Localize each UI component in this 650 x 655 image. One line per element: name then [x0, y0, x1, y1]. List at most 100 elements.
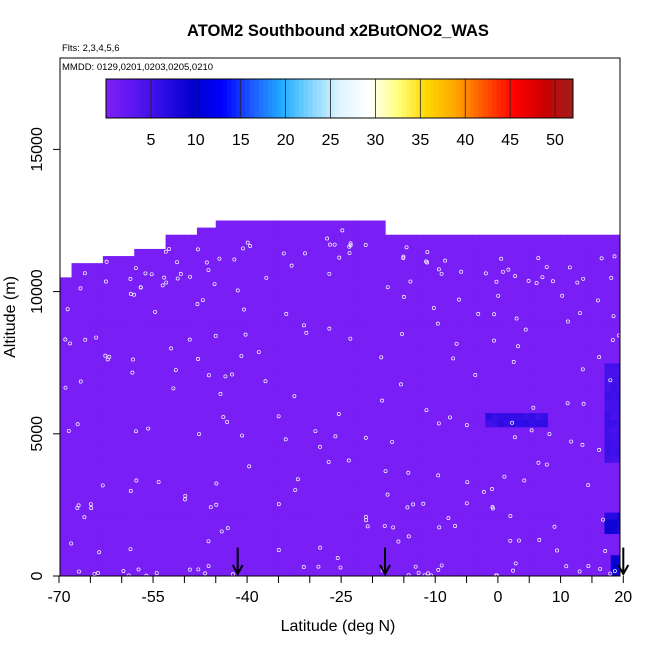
heatmap-cell	[178, 533, 185, 541]
heatmap-cell	[460, 277, 467, 285]
heatmap-cell	[573, 412, 580, 420]
heatmap-cell	[423, 540, 430, 548]
heatmap-cell	[291, 256, 298, 264]
heatmap-cell	[241, 498, 248, 506]
heatmap-cell	[448, 320, 455, 328]
heatmap-cell	[141, 384, 148, 392]
heatmap-cell	[291, 519, 298, 527]
heatmap-cell	[467, 540, 474, 548]
heatmap-cell	[423, 398, 430, 406]
heatmap-cell	[510, 256, 517, 264]
heatmap-cell	[435, 284, 442, 292]
heatmap-cell	[103, 377, 110, 385]
heatmap-cell	[203, 306, 210, 314]
heatmap-cell	[398, 299, 405, 307]
heatmap-cell	[416, 562, 423, 570]
heatmap-cell	[203, 498, 210, 506]
heatmap-cell	[379, 405, 386, 413]
heatmap-cell	[65, 526, 72, 534]
heatmap-cell	[84, 462, 91, 470]
heatmap-cell	[278, 263, 285, 271]
heatmap-cell	[78, 491, 85, 499]
heatmap-cell	[416, 299, 423, 307]
heatmap-cell	[536, 249, 543, 257]
heatmap-cell	[291, 540, 298, 548]
heatmap-cell	[354, 377, 361, 385]
heatmap-cell	[141, 263, 148, 271]
heatmap-cell	[222, 306, 229, 314]
heatmap-cell	[322, 398, 329, 406]
heatmap-cell	[216, 562, 223, 570]
heatmap-cell	[216, 434, 223, 442]
heatmap-cell	[172, 370, 179, 378]
heatmap-cell	[90, 434, 97, 442]
heatmap-cell	[122, 320, 129, 328]
heatmap-cell	[391, 341, 398, 349]
heatmap-cell	[153, 533, 160, 541]
heatmap-cell	[184, 384, 191, 392]
heatmap-cell	[304, 462, 311, 470]
heatmap-cell	[529, 412, 536, 420]
heatmap-cell	[448, 441, 455, 449]
heatmap-cell	[109, 469, 116, 477]
heatmap-cell	[304, 484, 311, 492]
heatmap-cell	[504, 405, 511, 413]
heatmap-cell	[297, 405, 304, 413]
heatmap-cell	[517, 277, 524, 285]
heatmap-cell	[404, 519, 411, 527]
heatmap-cell	[460, 398, 467, 406]
heatmap-cell	[203, 356, 210, 364]
heatmap-cell	[153, 434, 160, 442]
heatmap-cell	[604, 512, 611, 520]
heatmap-cell	[360, 299, 367, 307]
heatmap-cell	[548, 491, 555, 499]
heatmap-cell	[448, 384, 455, 392]
heatmap-cell	[316, 420, 323, 428]
heatmap-cell	[216, 540, 223, 548]
heatmap-cell	[178, 235, 185, 243]
heatmap-cell	[410, 292, 417, 300]
heatmap-cell	[354, 412, 361, 420]
heatmap-cell	[385, 235, 392, 243]
heatmap-cell	[109, 498, 116, 506]
heatmap-cell	[498, 356, 505, 364]
heatmap-cell	[97, 434, 104, 442]
heatmap-cell	[536, 434, 543, 442]
heatmap-cell	[567, 469, 574, 477]
heatmap-cell	[228, 313, 235, 321]
heatmap-cell	[322, 334, 329, 342]
heatmap-cell	[435, 427, 442, 435]
heatmap-cell	[241, 462, 248, 470]
heatmap-cell	[291, 221, 298, 229]
heatmap-cell	[65, 484, 72, 492]
heatmap-cell	[523, 313, 530, 321]
heatmap-cell	[222, 327, 229, 335]
heatmap-cell	[172, 420, 179, 428]
heatmap-cell	[153, 484, 160, 492]
heatmap-cell	[510, 242, 517, 250]
heatmap-cell	[504, 555, 511, 563]
heatmap-cell	[291, 398, 298, 406]
heatmap-cell	[65, 405, 72, 413]
heatmap-cell	[216, 448, 223, 456]
heatmap-cell	[404, 420, 411, 428]
heatmap-cell	[598, 370, 605, 378]
heatmap-cell	[416, 548, 423, 556]
heatmap-cell	[222, 299, 229, 307]
heatmap-cell	[72, 320, 79, 328]
heatmap-cell	[347, 505, 354, 513]
heatmap-cell	[191, 363, 198, 371]
heatmap-cell	[304, 341, 311, 349]
heatmap-cell	[523, 256, 530, 264]
heatmap-cell	[128, 555, 135, 563]
heatmap-cell	[228, 555, 235, 563]
heatmap-cell	[166, 327, 173, 335]
heatmap-cell	[561, 327, 568, 335]
heatmap-cell	[84, 363, 91, 371]
heatmap-cell	[460, 363, 467, 371]
heatmap-cell	[435, 370, 442, 378]
heatmap-cell	[467, 519, 474, 527]
heatmap-cell	[90, 320, 97, 328]
heatmap-cell	[197, 526, 204, 534]
heatmap-cell	[404, 412, 411, 420]
